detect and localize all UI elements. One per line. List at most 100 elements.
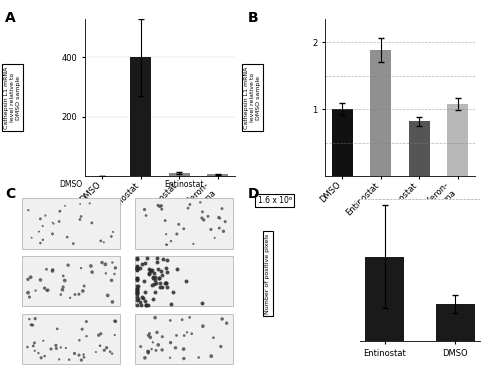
Point <box>100 239 108 245</box>
Point <box>158 284 166 290</box>
Point <box>190 241 198 247</box>
Point <box>172 332 180 338</box>
Point <box>112 265 120 271</box>
Point <box>110 318 118 324</box>
Point <box>210 235 218 241</box>
Point <box>26 274 34 280</box>
Point <box>133 286 141 292</box>
Point <box>140 295 147 301</box>
Point <box>133 265 141 271</box>
Text: Cathepsin L1 mRNA
level relative to
DMSO sample: Cathepsin L1 mRNA level relative to DMSO… <box>4 66 21 129</box>
Point <box>163 257 171 263</box>
Point <box>59 284 67 290</box>
Point <box>26 294 34 300</box>
Point <box>138 261 145 267</box>
Point <box>204 213 212 219</box>
Point <box>153 329 161 335</box>
Point <box>102 261 110 267</box>
Point <box>158 347 166 353</box>
Point <box>167 238 175 244</box>
Point <box>184 205 192 211</box>
Bar <box>436 304 474 341</box>
Point <box>133 291 141 297</box>
Point <box>174 266 182 272</box>
Point <box>55 219 63 225</box>
Point <box>216 216 224 222</box>
Point <box>140 207 148 213</box>
Point <box>166 301 174 307</box>
Point <box>48 220 56 226</box>
Point <box>40 338 48 344</box>
Point <box>210 335 218 341</box>
Point <box>162 231 170 237</box>
Point <box>222 320 230 326</box>
Point <box>133 266 141 272</box>
Point <box>97 238 105 244</box>
Point <box>152 280 160 286</box>
Point <box>133 275 141 281</box>
Point <box>183 329 191 335</box>
Point <box>136 299 143 305</box>
Point <box>47 346 55 352</box>
Point <box>62 345 70 351</box>
Text: C: C <box>5 188 15 201</box>
Point <box>133 284 141 290</box>
Point <box>26 316 34 322</box>
Point <box>200 217 207 223</box>
Point <box>148 346 156 352</box>
Point <box>198 215 206 221</box>
Bar <box>134 198 233 249</box>
Point <box>144 349 152 355</box>
Point <box>133 275 141 281</box>
Point <box>104 292 112 298</box>
Point <box>60 278 68 284</box>
Point <box>76 201 84 207</box>
Bar <box>408 121 430 176</box>
Text: D: D <box>248 188 259 201</box>
Point <box>133 288 141 294</box>
Point <box>156 280 164 286</box>
Point <box>102 270 110 276</box>
Point <box>55 356 63 362</box>
Point <box>42 213 50 219</box>
Text: Cathepsin L1 mRNA
level relative to
DMSO sample: Cathepsin L1 mRNA level relative to DMSO… <box>244 66 261 129</box>
Point <box>144 350 152 356</box>
Point <box>30 348 38 354</box>
Point <box>58 287 66 293</box>
Point <box>221 219 229 225</box>
Point <box>146 267 154 273</box>
Point <box>144 332 152 338</box>
Point <box>24 290 32 296</box>
Point <box>59 273 67 279</box>
Point <box>133 277 141 283</box>
Point <box>42 266 50 272</box>
Point <box>56 208 64 214</box>
Point <box>162 265 170 271</box>
Point <box>108 351 116 357</box>
Point <box>146 334 154 340</box>
Point <box>48 231 56 237</box>
Point <box>31 316 39 322</box>
Point <box>133 286 141 292</box>
Point <box>220 228 228 234</box>
Point <box>134 296 141 302</box>
Point <box>143 255 151 261</box>
Point <box>145 270 153 276</box>
Point <box>144 302 152 307</box>
Point <box>134 283 141 289</box>
Point <box>150 278 158 284</box>
Point <box>217 344 225 350</box>
Point <box>133 267 141 273</box>
Point <box>78 357 86 363</box>
Point <box>61 203 69 209</box>
Point <box>133 263 141 269</box>
Point <box>133 297 141 303</box>
Point <box>163 242 171 248</box>
Point <box>70 241 78 247</box>
Point <box>141 355 149 361</box>
Point <box>48 268 56 274</box>
Point <box>154 266 162 272</box>
Point <box>87 263 95 269</box>
Point <box>43 288 51 294</box>
Point <box>207 353 215 359</box>
